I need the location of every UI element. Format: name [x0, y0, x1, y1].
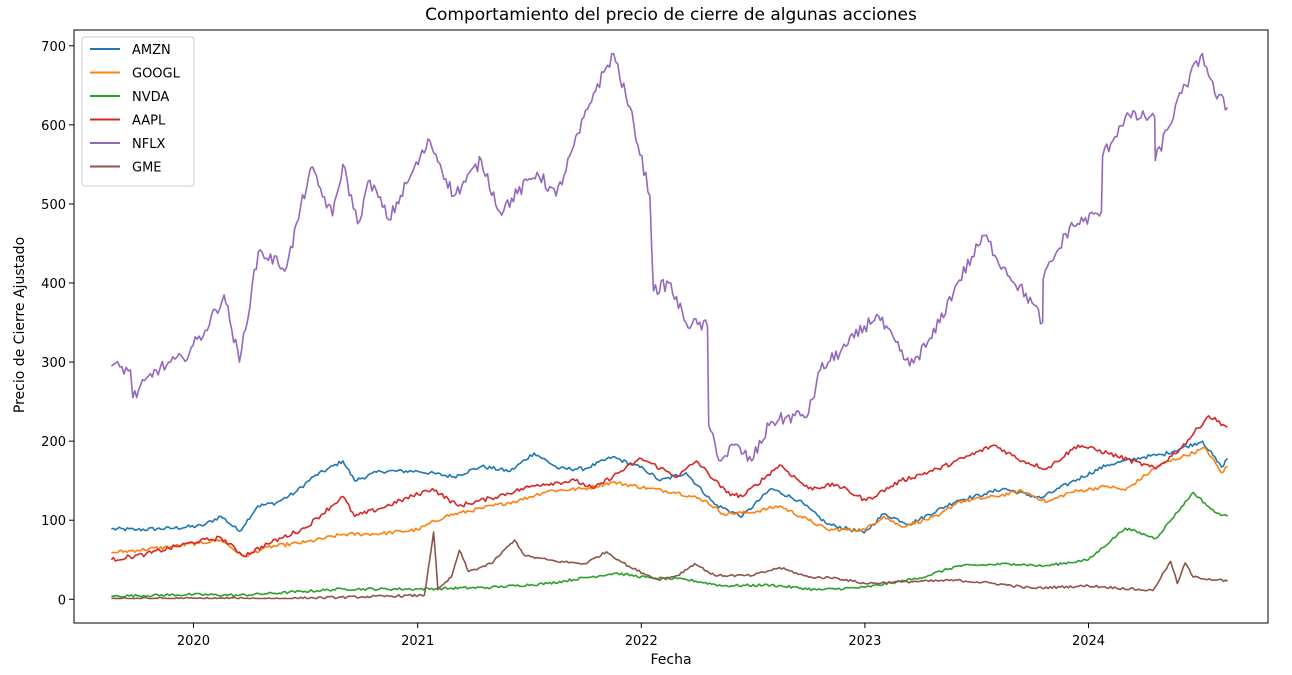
- y-axis: 0 100 200 300 400 500 600 700: [41, 40, 74, 608]
- x-tick-label: 2021: [401, 634, 434, 649]
- y-axis-label: Precio de Cierre Ajustado: [12, 237, 28, 413]
- series-line-amzn: [111, 440, 1229, 534]
- series-line-nflx: [110, 52, 1229, 462]
- legend: AMZN GOOGL NVDA AAPL NFLX GME: [81, 36, 195, 187]
- y-tick-label: 300: [41, 356, 66, 371]
- y-tick-label: 500: [41, 198, 66, 213]
- y-tick-label: 200: [41, 435, 66, 450]
- x-axis-label: Fecha: [650, 652, 691, 668]
- y-tick-label: 700: [41, 40, 66, 55]
- chart-title: Comportamiento del precio de cierre de a…: [425, 5, 917, 25]
- series-line-googl: [111, 446, 1228, 558]
- plot-area: [73, 29, 1269, 624]
- series-lines: [110, 52, 1229, 600]
- y-tick-label: 600: [41, 119, 66, 134]
- y-tick-label: 100: [41, 514, 66, 529]
- y-tick-label: 0: [58, 593, 66, 608]
- legend-label: AMZN: [132, 43, 171, 58]
- x-tick-label: 2024: [1072, 634, 1105, 649]
- legend-label: AAPL: [132, 114, 166, 129]
- series-line-nvda: [111, 491, 1229, 598]
- legend-box: [81, 36, 195, 187]
- legend-label: NVDA: [132, 90, 169, 105]
- legend-label: NFLX: [132, 137, 165, 152]
- legend-label: GME: [132, 161, 162, 176]
- series-line-gme: [111, 531, 1228, 600]
- legend-label: GOOGL: [132, 67, 181, 82]
- x-tick-label: 2020: [177, 634, 210, 649]
- x-axis: 2020 2021 2022 2023 2024: [177, 623, 1105, 649]
- x-tick-label: 2022: [625, 634, 658, 649]
- series-line-aapl: [110, 415, 1228, 562]
- x-tick-label: 2023: [848, 634, 881, 649]
- y-tick-label: 400: [41, 277, 66, 292]
